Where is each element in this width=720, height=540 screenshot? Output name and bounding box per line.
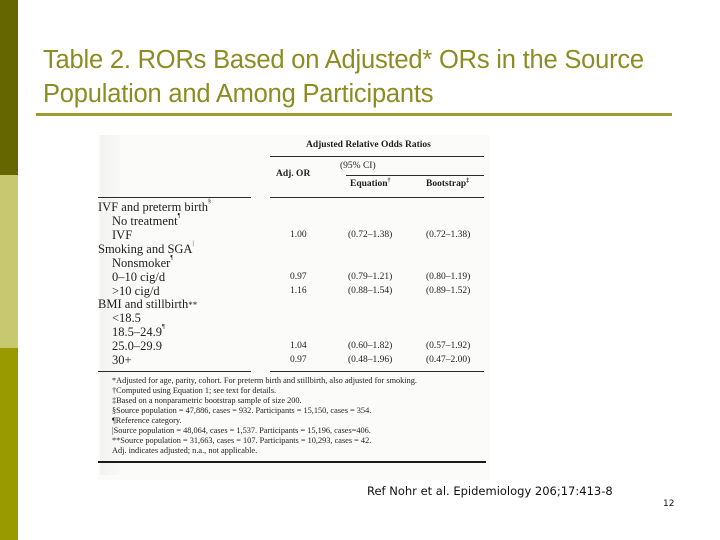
- table-row-label: IVF: [112, 228, 133, 242]
- bootstrap-ci-value: (0.80–1.19): [426, 272, 471, 282]
- scanned-table-image: Adjusted Relative Odds Ratios (95% CI) A…: [98, 135, 490, 480]
- table-row-label: BMI and stillbirth**: [98, 297, 198, 311]
- table-row-label: 18.5–24.9¶: [112, 324, 165, 339]
- table-row-label: 30+: [112, 353, 132, 367]
- equation-ci-value: (0.79–1.21): [348, 272, 393, 282]
- bootstrap-ci-value: (0.89–1.52): [426, 286, 471, 296]
- table-row-label: IVF and preterm birth§: [98, 199, 212, 214]
- table-end-rule: [98, 461, 486, 463]
- slide-page-number: 12: [663, 499, 675, 509]
- table-row-label: No treatment¶: [112, 213, 181, 228]
- bootstrap-ci-value: (0.57–1.92): [426, 341, 471, 351]
- slide-sidebar-accent: [0, 0, 18, 540]
- footnote: †Computed using Equation 1; see text for…: [112, 386, 277, 395]
- data-header-rule: [270, 197, 484, 198]
- footnote: §Source population = 47,886, cases = 932…: [112, 406, 372, 415]
- adj-or-value: 0.97: [290, 355, 307, 365]
- scan-shadow: [100, 135, 120, 475]
- footnote: Adj. indicates adjusted; n.a., not appli…: [112, 446, 258, 455]
- col-header-equation: Equation†: [350, 178, 391, 189]
- adj-or-value: 1.00: [290, 230, 307, 240]
- stub-header-rule: [98, 197, 251, 198]
- table-row-label: <18.5: [112, 311, 141, 325]
- footnote: |Source population = 48,064, cases = 1,5…: [112, 426, 371, 435]
- sidebar-segment-top: [0, 0, 18, 175]
- table-row-label: 0–10 cig/d: [112, 270, 166, 284]
- title-underline: [36, 113, 672, 116]
- footnote: ¶Reference category.: [112, 416, 182, 425]
- adj-or-value: 1.04: [290, 341, 307, 351]
- reference-citation: Ref Nohr et al. Epidemiology 206;17:413-…: [367, 484, 613, 498]
- table-row-label: Smoking and SGA|: [98, 241, 194, 256]
- footnote: **Source population = 31,663, cases = 10…: [112, 436, 372, 445]
- adj-or-value: 1.16: [290, 286, 307, 296]
- col-header-bootstrap: Bootstrap‡: [426, 178, 470, 189]
- data-bottom-rule: [270, 371, 484, 372]
- table-row-label: >10 cig/d: [112, 284, 160, 298]
- table-row-label: Nonsmoker¶: [112, 255, 174, 270]
- footnote: ‡Based on a nonparametric bootstrap samp…: [112, 396, 302, 405]
- ci-header: (95% CI): [340, 161, 376, 171]
- footnote: *Adjusted for age, parity, cohort. For p…: [112, 376, 418, 385]
- sidebar-segment-bottom: [0, 348, 18, 540]
- equation-ci-value: (0.48–1.96): [348, 355, 393, 365]
- sidebar-segment-middle: [0, 175, 18, 348]
- adj-or-value: 0.97: [290, 272, 307, 282]
- bootstrap-ci-value: (0.72–1.38): [426, 230, 471, 240]
- group-header: Adjusted Relative Odds Ratios: [306, 140, 431, 150]
- table-row-label: 25.0–29.9: [112, 339, 162, 353]
- equation-ci-value: (0.60–1.82): [348, 341, 393, 351]
- col-header-adj-or: Adj. OR: [276, 169, 311, 179]
- bootstrap-ci-value: (0.47–2.00): [426, 355, 471, 365]
- ci-header-rule: [346, 175, 484, 176]
- stub-bottom-rule: [98, 371, 251, 372]
- equation-ci-value: (0.72–1.38): [348, 230, 393, 240]
- header-rule-top: [270, 156, 484, 157]
- slide-title: Table 2. RORs Based on Adjusted* ORs in …: [43, 46, 644, 108]
- equation-ci-value: (0.88–1.54): [348, 286, 393, 296]
